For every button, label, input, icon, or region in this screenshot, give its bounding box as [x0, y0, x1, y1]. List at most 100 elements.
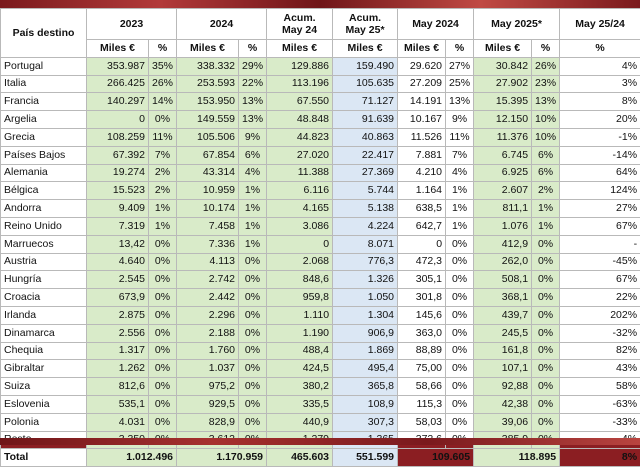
value-2023: 812,6 — [87, 378, 149, 396]
subheader-miles: Miles € — [333, 40, 398, 58]
pct-2024: 0% — [239, 360, 267, 378]
change-may25-24: 4% — [560, 57, 640, 75]
may2024-value: 14.191 — [398, 93, 446, 111]
value-2024: 1.037 — [177, 360, 239, 378]
subheader-miles: Miles € — [474, 40, 532, 58]
acum-may25: 22.417 — [333, 146, 398, 164]
pct-2023: 0% — [149, 253, 177, 271]
change-may25-24: 82% — [560, 342, 640, 360]
pct-2023: 35% — [149, 57, 177, 75]
pct-2024: 1% — [239, 217, 267, 235]
country-cell: Portugal — [1, 57, 87, 75]
may2024-pct: 25% — [446, 75, 474, 93]
acum-may24: 488,4 — [267, 342, 333, 360]
value-2023: 19.274 — [87, 164, 149, 182]
value-2023: 2.545 — [87, 271, 149, 289]
acum-may24: 27.020 — [267, 146, 333, 164]
country-cell: Italia — [1, 75, 87, 93]
may2024-pct: 0% — [446, 253, 474, 271]
country-cell: Suiza — [1, 378, 87, 396]
may2024-pct: 4% — [446, 164, 474, 182]
pct-2024: 1% — [239, 182, 267, 200]
change-may25-24: 43% — [560, 360, 640, 378]
value-2024: 2.442 — [177, 289, 239, 307]
may2025-pct: 1% — [532, 200, 560, 218]
may2024-pct: 0% — [446, 324, 474, 342]
may2024-value: 58,03 — [398, 413, 446, 431]
may2025-value: 6.925 — [474, 164, 532, 182]
acum-may24: 0 — [267, 235, 333, 253]
acum-may24: 113.196 — [267, 75, 333, 93]
value-2024: 153.950 — [177, 93, 239, 111]
header-may25-24: May 25/24 — [560, 9, 640, 40]
may2025-value: 12.150 — [474, 111, 532, 129]
may2024-value: 638,5 — [398, 200, 446, 218]
pct-2024: 0% — [239, 395, 267, 413]
acum-may24: 48.848 — [267, 111, 333, 129]
acum-may25: 27.369 — [333, 164, 398, 182]
bottom-photo-strip — [0, 438, 640, 445]
pct-2024: 0% — [239, 342, 267, 360]
acum-may24: 335,5 — [267, 395, 333, 413]
may2024-pct: 0% — [446, 395, 474, 413]
value-2023: 13,42 — [87, 235, 149, 253]
change-may25-24: 67% — [560, 217, 640, 235]
may2024-value: 145,6 — [398, 306, 446, 324]
may2024-value: 4.210 — [398, 164, 446, 182]
pct-2023: 0% — [149, 271, 177, 289]
may2024-value: 301,8 — [398, 289, 446, 307]
value-2024: 975,2 — [177, 378, 239, 396]
value-2024: 2.188 — [177, 324, 239, 342]
may2024-pct: 27% — [446, 57, 474, 75]
acum-may24: 11.388 — [267, 164, 333, 182]
value-2023: 673,9 — [87, 289, 149, 307]
acum-may24: 3.086 — [267, 217, 333, 235]
may2025-pct: 6% — [532, 146, 560, 164]
may2024-value: 115,3 — [398, 395, 446, 413]
pct-2024: 13% — [239, 93, 267, 111]
change-may25-24: 27% — [560, 200, 640, 218]
pct-2023: 26% — [149, 75, 177, 93]
country-cell: Hungría — [1, 271, 87, 289]
acum-may25: 1.304 — [333, 306, 398, 324]
acum-may24: 6.116 — [267, 182, 333, 200]
value-2023: 4.640 — [87, 253, 149, 271]
value-2024: 149.559 — [177, 111, 239, 129]
header-acum-may25: Acum. May 25* — [333, 9, 398, 40]
may2025-pct: 0% — [532, 413, 560, 431]
acum-may24: 44.823 — [267, 128, 333, 146]
subheader-pct: % — [446, 40, 474, 58]
acum-may25: 91.639 — [333, 111, 398, 129]
total-2024: 1.170.959 — [177, 449, 267, 467]
value-2023: 0 — [87, 111, 149, 129]
pct-2024: 0% — [239, 271, 267, 289]
value-2023: 1.317 — [87, 342, 149, 360]
total-2023: 1.012.496 — [87, 449, 177, 467]
may2025-pct: 1% — [532, 217, 560, 235]
may2025-pct: 10% — [532, 111, 560, 129]
value-2023: 353.987 — [87, 57, 149, 75]
pct-2023: 0% — [149, 306, 177, 324]
may2025-pct: 0% — [532, 395, 560, 413]
may2024-value: 11.526 — [398, 128, 446, 146]
may2024-value: 7.881 — [398, 146, 446, 164]
may2025-pct: 0% — [532, 324, 560, 342]
may2025-pct: 2% — [532, 182, 560, 200]
pct-2024: 0% — [239, 289, 267, 307]
may2025-value: 1.076 — [474, 217, 532, 235]
may2025-value: 6.745 — [474, 146, 532, 164]
may2025-value: 15.395 — [474, 93, 532, 111]
pct-2024: 6% — [239, 146, 267, 164]
country-cell: Dinamarca — [1, 324, 87, 342]
country-cell: Austria — [1, 253, 87, 271]
pct-2024: 0% — [239, 324, 267, 342]
